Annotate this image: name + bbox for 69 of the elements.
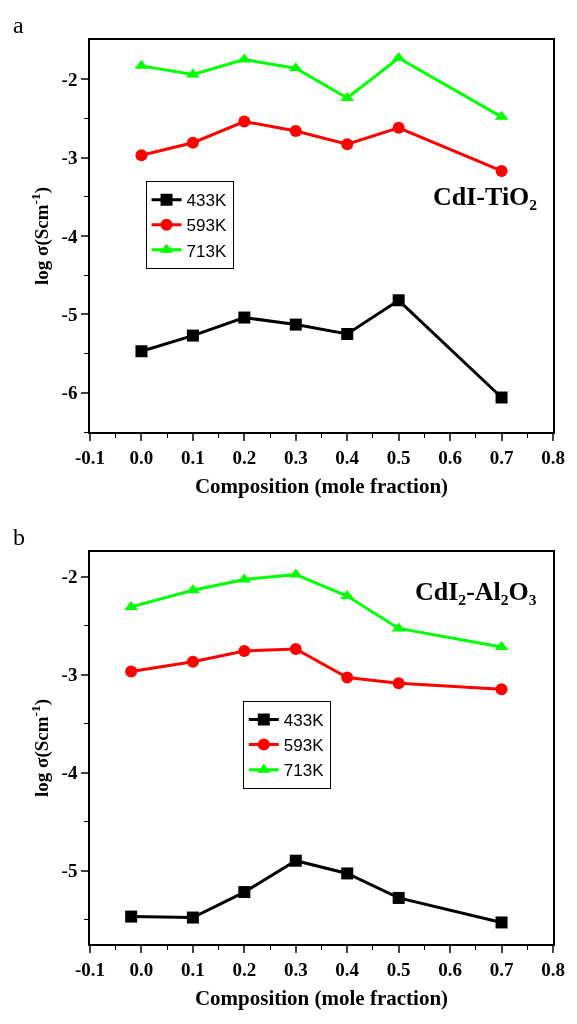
- y-tick-label: -5: [61, 860, 78, 882]
- legend-label: 433K: [283, 711, 325, 731]
- point: [186, 911, 199, 924]
- point: [186, 136, 199, 149]
- y-tick-label: -4: [61, 762, 78, 784]
- x-tick-label: 0.3: [283, 446, 308, 468]
- point: [238, 115, 251, 128]
- x-tick-label: 0.6: [438, 958, 462, 980]
- point: [392, 677, 405, 690]
- annotation: CdI-TiO₂: [433, 182, 538, 211]
- x-tick-label: 0.1: [181, 958, 205, 980]
- x-axis-title: Composition (mole fraction): [194, 986, 449, 1011]
- legend-label: 713K: [283, 761, 325, 781]
- x-tick-label: 0.5: [386, 446, 411, 468]
- point: [341, 328, 354, 340]
- point: [125, 665, 138, 678]
- point: [125, 910, 138, 923]
- x-tick-label: 0.1: [181, 446, 205, 468]
- x-tick-label: 0.7: [489, 958, 514, 980]
- point: [289, 643, 302, 656]
- x-tick-label: 0.2: [232, 446, 257, 468]
- legend-label: 713K: [186, 241, 227, 261]
- y-tick-label: -3: [61, 664, 78, 686]
- point: [238, 886, 251, 899]
- point: [238, 644, 251, 657]
- x-axis-title: Composition (mole fraction): [194, 474, 449, 499]
- y-tick-label: -3: [61, 147, 78, 169]
- point: [495, 391, 508, 404]
- y-tick-label: -5: [61, 304, 78, 326]
- x-tick-label: -0.1: [74, 958, 106, 980]
- y-tick-label: -6: [61, 382, 78, 404]
- y-tick-label: -2: [61, 566, 78, 588]
- point: [392, 294, 405, 307]
- annotation: CdI₂-Al₂O₃: [415, 577, 537, 606]
- text: a: [13, 12, 24, 38]
- text: b: [13, 524, 25, 550]
- x-tick-label: -0.1: [74, 446, 106, 468]
- point: [392, 891, 405, 904]
- point: [495, 683, 508, 696]
- x-tick-label: 0.6: [438, 446, 462, 468]
- x-tick-label: 0.8: [541, 958, 565, 980]
- point: [495, 916, 508, 929]
- x-tick-label: 0.3: [283, 958, 308, 980]
- point: [186, 329, 199, 342]
- x-tick-label: 0.4: [335, 958, 360, 980]
- point: [341, 867, 354, 880]
- point: [186, 655, 199, 668]
- point: [135, 345, 148, 358]
- x-tick-label: 0.4: [335, 446, 360, 468]
- legend-label: 593K: [186, 216, 227, 236]
- point: [289, 318, 302, 331]
- x-tick-label: 0.8: [541, 446, 565, 468]
- y-tick-label: -2: [61, 68, 78, 90]
- legend-label: 433K: [186, 191, 227, 211]
- point: [341, 138, 354, 151]
- point: [495, 164, 508, 177]
- legend-label: 593K: [283, 736, 325, 756]
- point: [289, 854, 302, 867]
- x-tick-label: 0.2: [232, 958, 257, 980]
- point: [238, 311, 251, 324]
- x-tick-label: 0.0: [129, 446, 154, 468]
- x-tick-label: 0.5: [386, 958, 411, 980]
- point: [289, 124, 302, 137]
- y-tick-label: -4: [61, 225, 78, 247]
- x-tick-label: 0.7: [489, 446, 514, 468]
- x-tick-label: 0.0: [129, 958, 154, 980]
- point: [135, 149, 148, 162]
- point: [341, 671, 354, 684]
- point: [392, 121, 405, 134]
